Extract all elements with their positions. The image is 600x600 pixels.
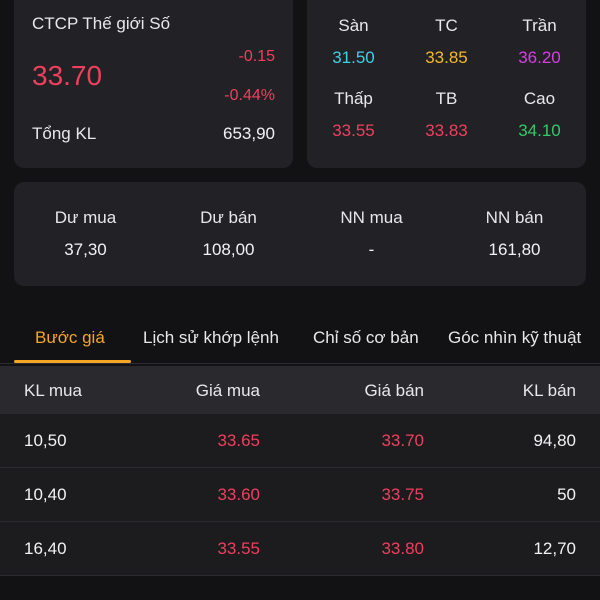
- table-row: 16,40 33.55 33.80 12,70: [0, 522, 600, 576]
- tab-technical-view[interactable]: Góc nhìn kỹ thuật: [448, 328, 582, 347]
- stat-bid-surplus: Dư mua 37,30: [14, 208, 157, 260]
- ask-price: 33.80: [381, 539, 424, 558]
- ask-volume: 94,80: [533, 431, 576, 450]
- bid-price: 33.65: [217, 431, 260, 450]
- stat-foreign-sell-value: 161,80: [488, 240, 541, 259]
- ref-low: Thấp 33.55: [307, 85, 400, 158]
- ref-ceiling: Trần 36.20: [493, 12, 586, 85]
- header-ask-volume: KL bán: [522, 381, 576, 400]
- bid-volume: 10,40: [24, 485, 67, 504]
- ref-ceiling-label: Trần: [522, 16, 557, 35]
- ref-floor: Sàn 31.50: [307, 12, 400, 85]
- price-change: -0.15: [238, 48, 275, 65]
- reference-prices-card: Sàn 31.50 TC 33.85 Trần 36.20 Thấp 33.55…: [307, 0, 586, 168]
- price-change-percent: -0.44%: [224, 87, 275, 104]
- ref-low-label: Thấp: [334, 89, 373, 108]
- header-bid-price: Giá mua: [195, 381, 260, 400]
- quote-card: CTCP Thế giới Số 33.70 -0.15 -0.44% Tổng…: [14, 0, 293, 168]
- bid-price: 33.60: [217, 485, 260, 504]
- table-row: 10,50 33.65 33.70 94,80: [0, 414, 600, 468]
- ref-average-label: TB: [435, 89, 458, 108]
- tab-price-steps[interactable]: Bước giá: [35, 328, 105, 347]
- ref-low-value: 33.55: [332, 121, 375, 140]
- order-stats-card: Dư mua 37,30 Dư bán 108,00 NN mua - NN b…: [14, 182, 586, 286]
- tab-fundamentals[interactable]: Chỉ số cơ bản: [313, 328, 419, 347]
- header-ask-price: Giá bán: [364, 381, 424, 400]
- ref-reference-value: 33.85: [425, 48, 468, 67]
- table-row: 10,40 33.60 33.75 50: [0, 468, 600, 522]
- bid-price: 33.55: [217, 539, 260, 558]
- ref-reference: TC 33.85: [400, 12, 493, 85]
- stat-foreign-buy-label: NN mua: [340, 208, 403, 227]
- ref-average: TB 33.83: [400, 85, 493, 158]
- ask-price: 33.75: [381, 485, 424, 504]
- ask-volume: 12,70: [533, 539, 576, 558]
- tab-match-history[interactable]: Lịch sử khớp lệnh: [143, 328, 279, 347]
- stat-bid-surplus-label: Dư mua: [54, 208, 117, 227]
- stat-foreign-buy: NN mua -: [300, 208, 443, 260]
- stat-ask-surplus: Dư bán 108,00: [157, 208, 300, 260]
- ref-reference-label: TC: [435, 16, 458, 35]
- total-volume-label: Tổng KL: [32, 124, 97, 143]
- active-tab-indicator: [14, 360, 131, 363]
- tab-bar: Bước giá Lịch sử khớp lệnh Chỉ số cơ bản…: [0, 318, 600, 364]
- stat-ask-surplus-label: Dư bán: [200, 208, 257, 227]
- stat-bid-surplus-value: 37,30: [64, 240, 107, 259]
- ask-price: 33.70: [381, 431, 424, 450]
- header-bid-volume: KL mua: [24, 381, 82, 400]
- order-book-header: KL mua Giá mua Giá bán KL bán: [0, 366, 600, 414]
- current-price: 33.70: [32, 60, 103, 91]
- stat-ask-surplus-value: 108,00: [202, 240, 255, 259]
- total-volume-value: 653,90: [223, 124, 275, 143]
- company-name: CTCP Thế giới Số: [32, 14, 171, 33]
- ask-volume: 50: [557, 485, 576, 504]
- ref-floor-label: Sàn: [338, 16, 369, 35]
- ref-average-value: 33.83: [425, 121, 468, 140]
- ref-floor-value: 31.50: [332, 48, 375, 67]
- stat-foreign-sell: NN bán 161,80: [443, 208, 586, 260]
- bid-volume: 10,50: [24, 431, 67, 450]
- stat-foreign-sell-label: NN bán: [485, 208, 544, 227]
- ref-high-label: Cao: [523, 89, 556, 108]
- ref-ceiling-value: 36.20: [518, 48, 561, 67]
- bid-volume: 16,40: [24, 539, 67, 558]
- ref-high-value: 34.10: [518, 121, 561, 140]
- stat-foreign-buy-value: -: [368, 240, 375, 259]
- ref-high: Cao 34.10: [493, 85, 586, 158]
